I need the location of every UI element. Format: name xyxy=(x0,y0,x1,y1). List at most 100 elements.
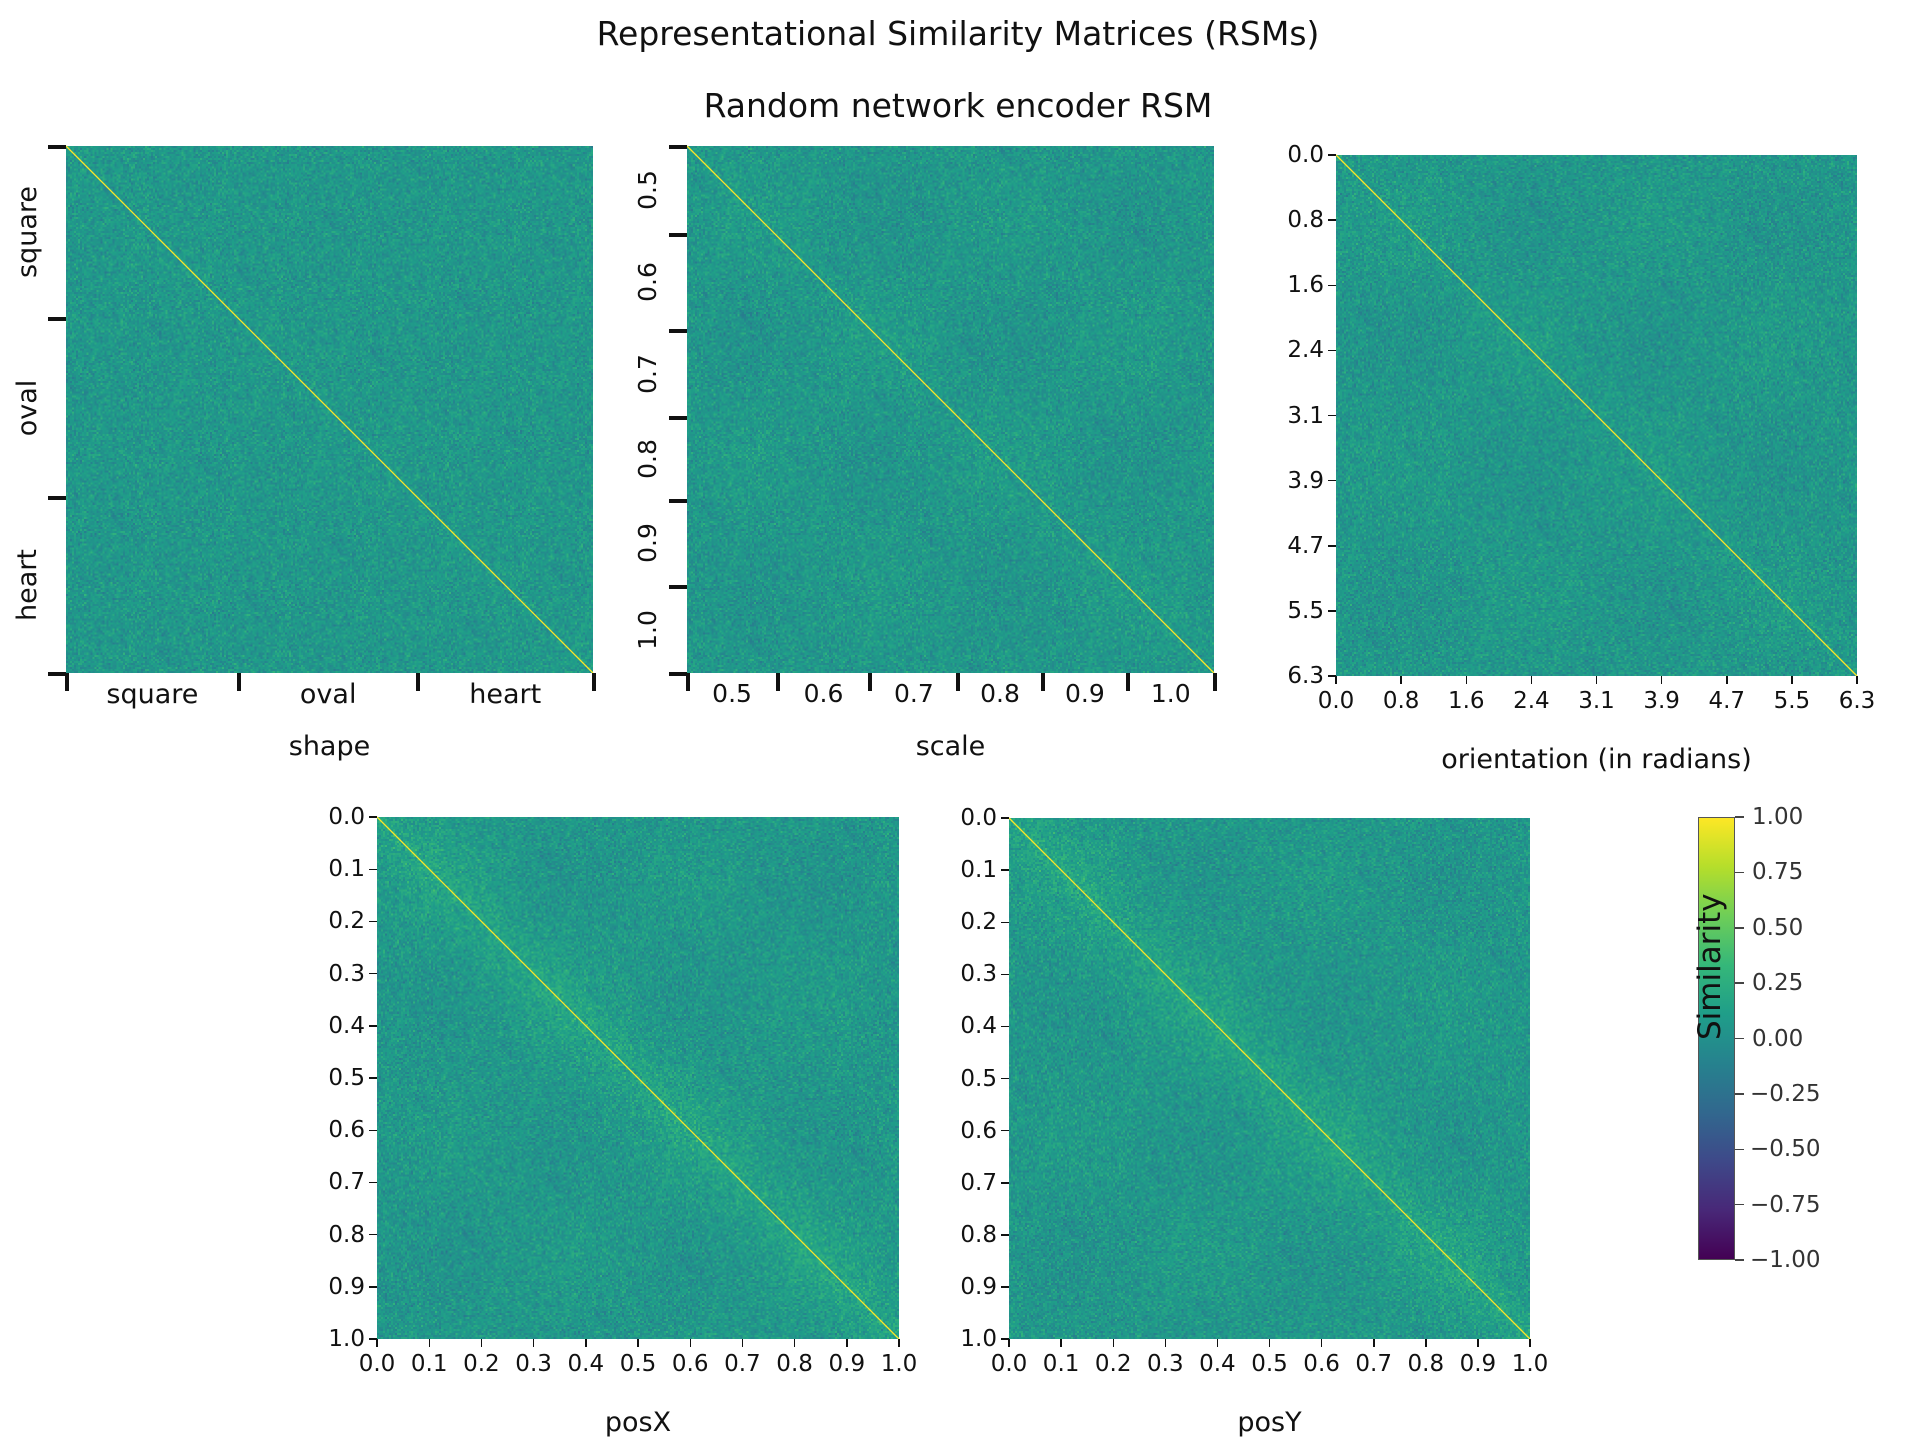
x-tick-label: 0.6 xyxy=(1303,1351,1340,1377)
diagonal-line xyxy=(1008,817,1531,1340)
x-tick xyxy=(480,1339,483,1347)
y-tick-label: 0.9 xyxy=(633,523,662,564)
x-tick xyxy=(585,1339,587,1347)
y-tick-label: 0.9 xyxy=(960,1273,997,1300)
x-tick-label: 0.5 xyxy=(1251,1351,1288,1377)
x-tick xyxy=(1726,676,1728,684)
x-tick xyxy=(689,1339,691,1347)
x-axis-label: posX xyxy=(604,1407,672,1438)
colorbar-tick-label: 0.50 xyxy=(1752,914,1804,941)
x-tick xyxy=(1126,673,1131,691)
y-tick-label: 0.5 xyxy=(328,1065,365,1091)
y-tick xyxy=(1328,675,1336,677)
x-tick xyxy=(1465,676,1468,684)
diagonal-mark xyxy=(1008,817,1531,1340)
y-tick xyxy=(369,1338,377,1340)
x-axis-label: scale xyxy=(915,731,986,762)
x-tick xyxy=(1373,1339,1375,1347)
colorbar-tick xyxy=(1735,1148,1744,1151)
diagonal-mark xyxy=(376,816,900,1340)
y-tick xyxy=(1328,154,1336,156)
y-tick xyxy=(369,1129,377,1131)
y-tick-label: 0.7 xyxy=(633,354,662,394)
y-tick-label: 0.0 xyxy=(328,804,365,830)
x-tick-label: 0.3 xyxy=(1147,1351,1184,1377)
x-tick xyxy=(1216,1339,1219,1347)
x-tick-label: 0.7 xyxy=(724,1351,761,1377)
y-tick xyxy=(669,585,687,590)
x-tick xyxy=(1530,676,1533,684)
rsm-heatmap-orientation: 0.0 0.8 1.6 2.4 3.1 3.9 4.7 5.5 6.3 0.0 0.8 1.6 2.4 3… xyxy=(1287,142,1875,775)
colorbar-tick xyxy=(1735,1203,1744,1206)
y-tick-label: 2.4 xyxy=(1287,337,1324,364)
y-tick-label: 0.7 xyxy=(960,1169,997,1196)
x-tick-label: square xyxy=(106,679,199,710)
y-tick xyxy=(669,328,687,333)
x-tick xyxy=(1791,676,1793,684)
y-tick-label: 0.0 xyxy=(960,805,997,831)
y-tick xyxy=(48,144,66,149)
x-tick-label: 0.1 xyxy=(410,1351,448,1377)
y-tick xyxy=(369,972,377,975)
y-tick-label: 6.3 xyxy=(1287,663,1324,689)
diagonal-line xyxy=(376,816,900,1340)
x-tick-label: 5.5 xyxy=(1773,688,1811,714)
x-tick xyxy=(1212,673,1217,691)
y-tick xyxy=(369,1025,377,1027)
y-tick xyxy=(48,671,66,676)
x-tick xyxy=(1529,1339,1531,1347)
y-tick xyxy=(369,920,377,923)
x-tick xyxy=(237,673,242,691)
x-tick xyxy=(1164,1339,1167,1347)
y-tick-label: 0.6 xyxy=(960,1117,997,1144)
y-tick xyxy=(369,1077,377,1079)
y-tick xyxy=(369,1181,377,1184)
x-tick-label: 0.8 xyxy=(1382,688,1420,714)
colorbar-tick xyxy=(1735,927,1744,929)
y-tick-label: 0.4 xyxy=(960,1013,997,1040)
y-tick xyxy=(669,671,687,676)
y-tick-label: 0.8 xyxy=(960,1221,997,1248)
y-tick-label: 0.2 xyxy=(960,909,997,936)
y-tick xyxy=(669,415,687,420)
x-axis-label: orientation (in radians) xyxy=(1441,744,1752,775)
x-tick xyxy=(898,1339,900,1347)
y-tick-label: 0.3 xyxy=(960,961,997,988)
diagonal-line xyxy=(65,145,594,674)
x-tick-label: 0.6 xyxy=(671,1351,709,1377)
y-tick xyxy=(369,1233,377,1236)
rsm-heatmap-shape: square oval heart square oval heart shape xyxy=(12,144,596,762)
y-tick xyxy=(1001,1182,1009,1184)
y-tick xyxy=(669,233,687,238)
x-tick-label: heart xyxy=(469,679,542,710)
colorbar-tick xyxy=(1735,1037,1744,1040)
x-tick-label: 0.8 xyxy=(980,679,1020,708)
y-tick-label: heart xyxy=(12,549,43,622)
x-tick-label: 0.2 xyxy=(463,1351,500,1377)
y-tick xyxy=(1001,1338,1009,1340)
x-tick-label: 0.0 xyxy=(358,1351,396,1377)
figure-title: Representational Similarity Matrices (RS… xyxy=(596,14,1320,53)
x-tick-label: 1.0 xyxy=(1150,679,1191,708)
x-tick xyxy=(741,1339,744,1347)
y-tick xyxy=(369,816,377,818)
x-tick xyxy=(793,1339,796,1347)
x-tick xyxy=(416,673,420,691)
y-tick-label: 0.8 xyxy=(1287,207,1324,234)
x-tick-label: 6.3 xyxy=(1838,688,1876,714)
y-tick xyxy=(1001,1129,1009,1132)
x-tick xyxy=(1112,1339,1114,1347)
x-tick-label: 0.6 xyxy=(803,679,844,708)
colorbar-tick xyxy=(1735,982,1744,984)
colorbar-tick-label: −0.75 xyxy=(1750,1191,1821,1218)
x-tick xyxy=(1595,676,1598,684)
y-tick xyxy=(1001,869,1009,871)
x-tick-label: 3.1 xyxy=(1578,688,1615,714)
x-tick xyxy=(1268,1339,1271,1347)
x-axis-label: shape xyxy=(288,731,371,762)
x-tick-label: 0.8 xyxy=(776,1351,813,1377)
y-tick-label: 1.0 xyxy=(960,1326,997,1352)
y-tick xyxy=(1001,1025,1009,1028)
y-tick xyxy=(369,868,377,870)
colorbar-tick-label: 0.75 xyxy=(1752,859,1804,886)
